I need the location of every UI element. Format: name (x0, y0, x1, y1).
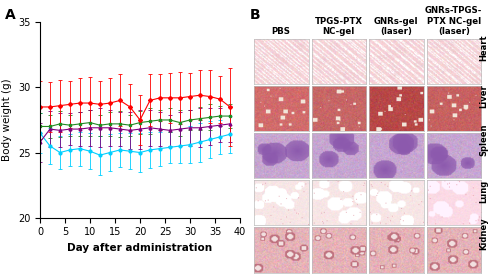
Text: B: B (250, 8, 260, 22)
Text: Lung: Lung (479, 179, 488, 203)
Text: A: A (5, 8, 16, 22)
X-axis label: Day after administration: Day after administration (68, 243, 212, 253)
Text: Kidney: Kidney (479, 217, 488, 250)
Text: GNRs-TPGS-
PTX NC-gel
(laser): GNRs-TPGS- PTX NC-gel (laser) (425, 6, 482, 36)
Text: Liver: Liver (479, 85, 488, 109)
Text: Heart: Heart (479, 35, 488, 61)
Text: PBS: PBS (272, 27, 291, 36)
Y-axis label: Body weight (g): Body weight (g) (2, 79, 12, 161)
Text: Spleen: Spleen (479, 123, 488, 156)
Text: TPGS-PTX
NC-gel: TPGS-PTX NC-gel (315, 17, 363, 36)
Text: GNRs-gel
(laser): GNRs-gel (laser) (374, 17, 418, 36)
